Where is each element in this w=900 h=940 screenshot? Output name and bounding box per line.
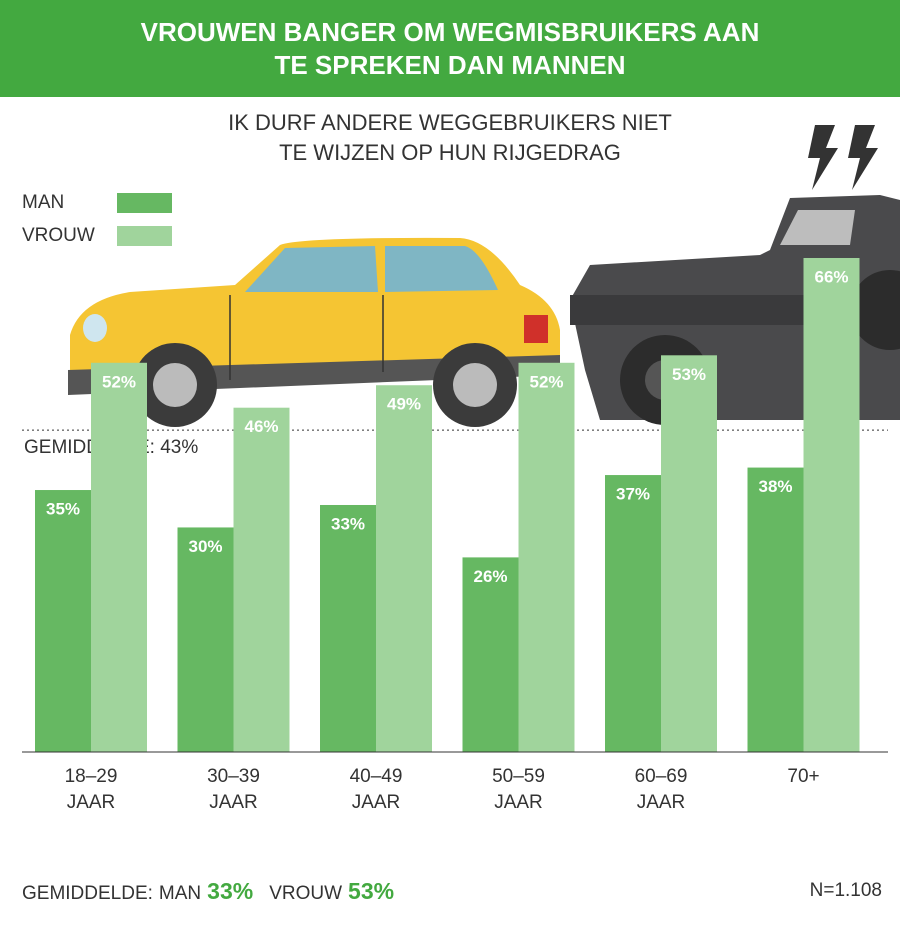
bar — [376, 385, 432, 752]
bar — [605, 475, 661, 752]
legend-label: VROUW — [22, 225, 95, 246]
data-label: 66% — [814, 267, 848, 286]
footer: GEMIDDELDE: MAN 33% VROUW 53% — [22, 878, 394, 905]
x-tick-label: 60–69 JAAR — [634, 766, 688, 813]
footer-label: GEMIDDELDE: — [22, 883, 153, 904]
data-label: 37% — [616, 485, 650, 504]
x-tick-label: 18–29 JAAR — [64, 766, 118, 813]
data-label: 33% — [331, 514, 365, 533]
x-tick-label: 30–39 JAAR — [207, 766, 260, 813]
data-label: 52% — [529, 372, 563, 391]
illustration — [68, 125, 900, 427]
title: VROUWEN BANGER OM WEGMISBRUIKERS AAN TE … — [140, 17, 760, 80]
bar — [320, 504, 376, 752]
footer-average: 33% — [207, 878, 254, 904]
legend-swatch — [117, 193, 172, 213]
data-label: 46% — [244, 417, 278, 436]
header-band — [0, 0, 900, 97]
bar — [747, 467, 804, 752]
data-label: 53% — [672, 365, 706, 384]
footer-average: 53% — [348, 878, 395, 904]
bar — [177, 527, 234, 752]
data-label: 49% — [387, 395, 421, 414]
data-label: 35% — [46, 500, 80, 519]
bar — [661, 355, 717, 752]
x-tick-label: 50–59 JAAR — [492, 766, 545, 813]
data-label: 38% — [758, 477, 792, 496]
footer-series-name: MAN — [158, 883, 202, 904]
bar — [803, 257, 860, 752]
subtitle: IK DURF ANDERE WEGGEBRUIKERS NIET TE WIJ… — [228, 110, 672, 165]
data-label: 26% — [473, 567, 507, 586]
legend-swatch — [117, 226, 172, 246]
sample-note: N=1.108 — [809, 880, 882, 901]
x-tick-label: 40–49 JAAR — [349, 766, 403, 813]
bar — [91, 362, 147, 752]
x-tick-label: 70+ — [787, 766, 820, 787]
footer-series-name: VROUW — [269, 883, 343, 904]
data-label: 52% — [102, 372, 136, 391]
bar — [518, 362, 575, 752]
bar — [233, 407, 290, 752]
bar — [462, 557, 519, 752]
legend-label: MAN — [22, 192, 64, 213]
bar — [35, 490, 91, 752]
data-label: 30% — [188, 537, 222, 556]
